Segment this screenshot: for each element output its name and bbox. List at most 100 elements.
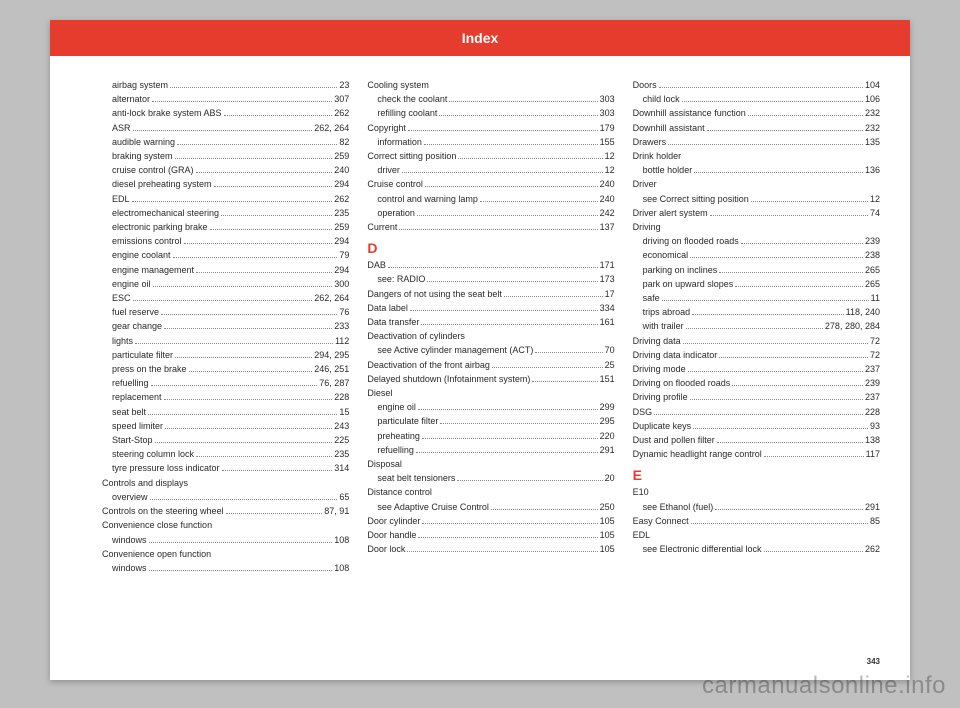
index-page: 299 [600,400,615,414]
index-row: tyre pressure loss indicator314 [102,461,349,475]
index-page: 72 [870,348,880,362]
index-row: see Adaptive Cruise Control250 [367,500,614,514]
index-row: Disposal [367,457,614,471]
index-page: 171 [600,258,615,272]
index-label: Deactivation of the front airbag [367,358,490,372]
leader-dots [480,201,598,202]
leader-dots [654,414,863,415]
index-row: refuelling76, 287 [102,376,349,390]
index-row: see Ethanol (fuel)291 [633,500,880,514]
index-label: Driving data [633,334,681,348]
index-page: 82 [339,135,349,149]
index-page: 235 [334,447,349,461]
leader-dots [402,172,603,173]
index-row: driving on flooded roads239 [633,234,880,248]
index-row: engine oil300 [102,277,349,291]
index-page: 294 [334,234,349,248]
index-row: Door handle105 [367,528,614,542]
index-label: windows [112,561,147,575]
index-label: Driving on flooded roads [633,376,731,390]
index-row: Delayed shutdown (Infotainment system)15… [367,372,614,386]
index-row: Convenience close function [102,518,349,532]
index-label: E10 [633,485,649,499]
index-page: 173 [600,272,615,286]
index-label: check the coolant [377,92,447,106]
index-label: braking system [112,149,173,163]
index-label: Doors [633,78,657,92]
leader-dots [440,423,597,424]
index-label: Distance control [367,485,432,499]
leader-dots [196,172,333,173]
index-content: airbag system23alternator307anti-lock br… [50,56,910,583]
index-row: Driver [633,177,880,191]
leader-dots [457,480,602,481]
leader-dots [184,243,333,244]
index-label: diesel preheating system [112,177,212,191]
leader-dots [688,371,863,372]
index-page: 240 [600,177,615,191]
leader-dots [694,172,863,173]
index-page: 23 [339,78,349,92]
index-row: windows 108 [102,561,349,575]
leader-dots [170,87,337,88]
index-label: fuel reserve [112,305,159,319]
index-label: Door cylinder [367,514,420,528]
index-row: with trailer278, 280, 284 [633,319,880,333]
index-page: 76 [339,305,349,319]
index-label: steering column lock [112,447,194,461]
leader-dots [149,570,333,571]
index-row: Cooling system [367,78,614,92]
index-row: driver12 [367,163,614,177]
index-page: 238 [865,248,880,262]
leader-dots [719,272,863,273]
index-page: 12 [605,163,615,177]
index-row: Driving data72 [633,334,880,348]
leader-dots [691,523,868,524]
index-row: see Electronic differential lock262 [633,542,880,556]
index-page: 65 [339,490,349,504]
leader-dots [222,470,333,471]
index-row: bottle holder136 [633,163,880,177]
index-row: engine coolant79 [102,248,349,262]
index-page: 303 [600,106,615,120]
index-label: seat belt [112,405,146,419]
leader-dots [407,551,597,552]
index-label: Driving data indicator [633,348,718,362]
document-page: Index airbag system23alternator307anti-l… [50,20,910,680]
index-label: particulate filter [377,414,438,428]
leader-dots [504,296,603,297]
index-label: electromechanical steering [112,206,219,220]
index-label: Duplicate keys [633,419,692,433]
index-row: seat belt tensioners20 [367,471,614,485]
index-page: 70 [605,343,615,357]
index-row: Deactivation of the front airbag25 [367,358,614,372]
index-page: 105 [600,542,615,556]
index-row: Drawers135 [633,135,880,149]
index-page: 179 [600,121,615,135]
index-page: 228 [865,405,880,419]
leader-dots [214,186,333,187]
leader-dots [662,300,869,301]
index-label: Controls on the steering wheel [102,504,224,518]
watermark: carmanualsonline.info [702,672,946,700]
index-label: press on the brake [112,362,187,376]
index-page: 240 [334,163,349,177]
leader-dots [148,414,337,415]
index-label: Data label [367,301,408,315]
leader-dots [399,229,597,230]
index-label: engine oil [112,277,151,291]
index-label: refuelling [377,443,414,457]
index-label: Dust and pollen filter [633,433,715,447]
index-row: fuel reserve 76 [102,305,349,319]
index-page: 303 [600,92,615,106]
leader-dots [417,215,598,216]
column-1: airbag system23alternator307anti-lock br… [102,78,349,575]
index-page: 108 [334,561,349,575]
index-row: Driving data indicator 72 [633,348,880,362]
index-page: 85 [870,514,880,528]
index-label: see Ethanol (fuel) [643,500,714,514]
index-row: speed limiter243 [102,419,349,433]
index-page: 112 [335,334,349,348]
index-row: ASR262, 264 [102,121,349,135]
index-page: 87, 91 [324,504,349,518]
